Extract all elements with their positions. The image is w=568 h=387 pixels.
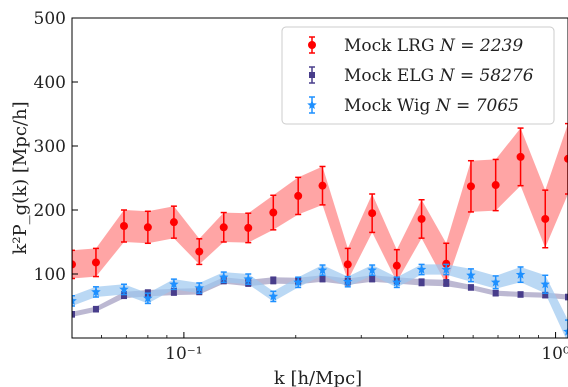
legend-marker xyxy=(309,72,315,78)
data-point xyxy=(244,224,252,232)
data-point xyxy=(344,260,352,268)
y-tick-label: 400 xyxy=(34,73,66,93)
plot-content xyxy=(67,124,568,344)
data-point xyxy=(294,192,302,200)
error-band-series-1 xyxy=(72,124,568,285)
data-point xyxy=(468,284,474,290)
data-point xyxy=(92,258,100,266)
data-point xyxy=(120,222,128,230)
plot-area xyxy=(67,124,568,344)
data-point xyxy=(144,223,152,231)
data-point xyxy=(93,306,99,312)
data-point xyxy=(369,275,375,281)
data-point xyxy=(467,182,475,190)
data-point xyxy=(418,215,426,223)
y-tick-label: 100 xyxy=(34,265,66,285)
data-point xyxy=(368,209,376,217)
y-tick-label: 200 xyxy=(34,201,66,221)
legend-label: Mock LRG N = 2239 xyxy=(344,36,523,56)
data-point xyxy=(318,182,326,190)
legend-label: Mock ELG N = 58276 xyxy=(344,66,534,86)
data-point xyxy=(492,181,500,189)
x-axis-label: k [h/Mpc] xyxy=(274,368,362,387)
data-point xyxy=(541,215,549,223)
data-point xyxy=(493,290,499,296)
y-tick-label: 300 xyxy=(34,137,66,157)
legend-marker xyxy=(308,41,316,49)
data-point xyxy=(518,291,524,297)
x-tick-label: 10⁰ xyxy=(541,344,568,364)
data-point xyxy=(270,277,276,283)
data-point xyxy=(220,223,228,231)
y-tick-label: 500 xyxy=(34,9,66,29)
x-tick-label: 10⁻¹ xyxy=(165,344,202,364)
data-point xyxy=(170,218,178,226)
data-point xyxy=(269,209,277,217)
data-point xyxy=(393,262,401,270)
data-point xyxy=(419,279,425,285)
data-point xyxy=(319,275,325,281)
data-point xyxy=(443,280,449,286)
legend: Mock LRG N = 2239 Mock ELG N = 58276 Mock … xyxy=(282,27,554,124)
data-point xyxy=(195,248,203,256)
y-axis-label: k²P_g(k) [Mpc/h] xyxy=(10,101,31,254)
legend-label: Mock Wig N = 7065 xyxy=(344,96,519,116)
data-point xyxy=(517,153,525,161)
